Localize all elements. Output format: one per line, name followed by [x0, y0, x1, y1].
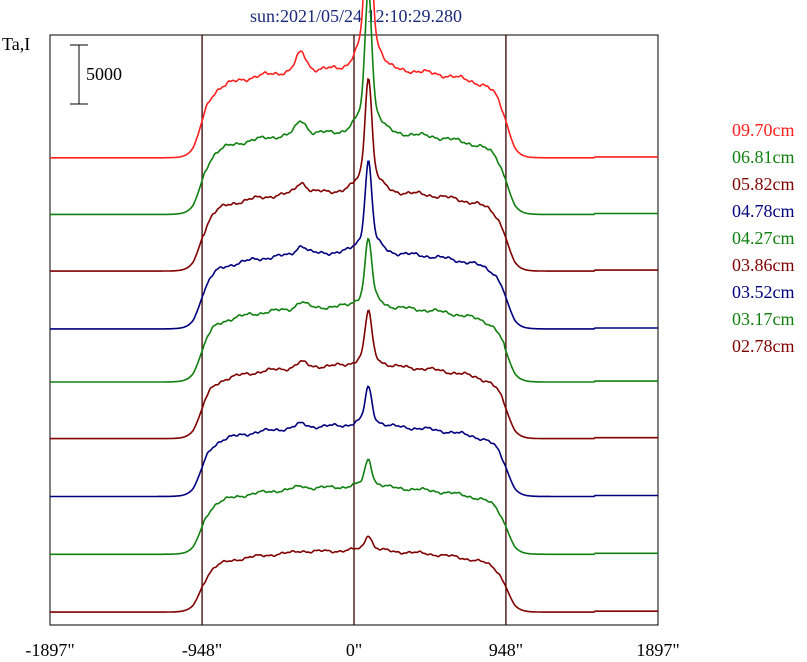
series-line-03.52cm	[50, 385, 658, 498]
x-tick-label-4: 1897"	[636, 640, 679, 660]
x-tick-label-3: 948"	[489, 640, 523, 660]
y-axis-label: Ta,I	[2, 34, 30, 54]
legend-entry-03.17cm: 03.17cm	[732, 309, 795, 329]
legend-entry-04.27cm: 04.27cm	[732, 228, 795, 248]
legend-entry-04.78cm: 04.78cm	[732, 201, 795, 221]
x-tick-label-1: -948"	[182, 640, 222, 660]
x-axis-ticks: -1897" -948" 0" 948" 1897"	[25, 640, 679, 660]
series-line-04.78cm	[50, 160, 658, 330]
x-tick-label-0: -1897"	[25, 640, 74, 660]
series-line-09.70cm	[50, 0, 658, 159]
legend-entry-09.70cm: 09.70cm	[732, 120, 795, 140]
series-line-06.81cm	[50, 0, 658, 216]
chart-title: sun:2021/05/24 12:10:29.280	[250, 6, 462, 26]
legend-entry-05.82cm: 05.82cm	[732, 174, 795, 194]
legend: 09.70cm 06.81cm 05.82cm 04.78cm 04.27cm 03.86…	[732, 120, 795, 356]
legend-entry-06.81cm: 06.81cm	[732, 147, 795, 167]
scale-bar-label: 5000	[86, 64, 122, 84]
legend-entry-03.86cm: 03.86cm	[732, 255, 795, 275]
series-line-02.78cm	[50, 535, 658, 613]
legend-entry-02.78cm: 02.78cm	[732, 336, 795, 356]
legend-entry-03.52cm: 03.52cm	[732, 282, 795, 302]
series-line-03.17cm	[50, 458, 658, 556]
series-line-05.82cm	[50, 77, 658, 272]
series-group	[50, 0, 658, 613]
vertical-reference-lines	[201, 35, 507, 625]
series-line-04.27cm	[50, 237, 658, 383]
x-tick-label-2: 0"	[346, 640, 362, 660]
series-line-03.86cm	[50, 309, 658, 440]
scale-bar: 5000	[70, 44, 122, 105]
